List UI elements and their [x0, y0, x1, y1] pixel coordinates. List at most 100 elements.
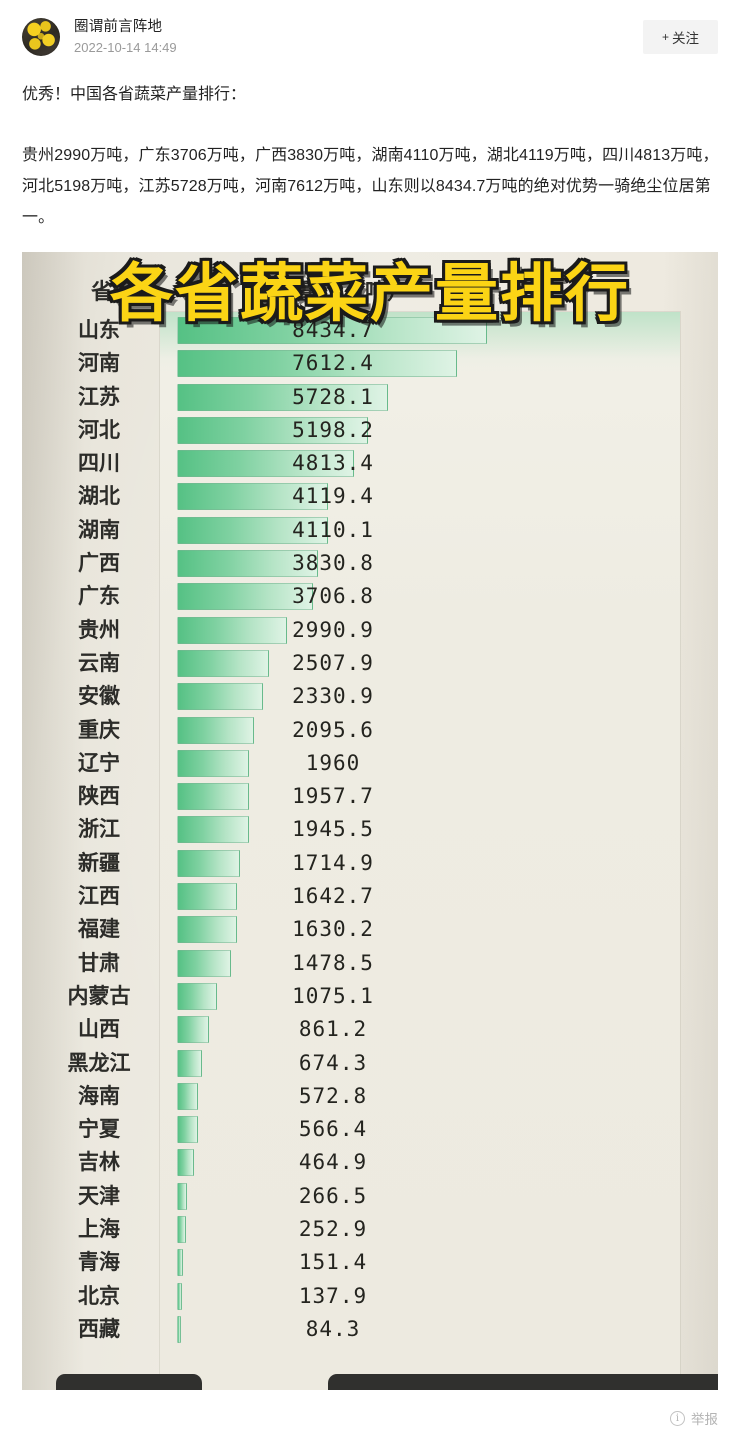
- row-province-label: 辽宁: [78, 750, 120, 775]
- row-province-label: 西藏: [78, 1316, 120, 1341]
- row-value-label: 3830.8: [292, 551, 374, 576]
- row-bar-track: [177, 350, 487, 378]
- row-province-label: 宁夏: [78, 1117, 120, 1142]
- row-bar-track: [177, 450, 487, 478]
- row-bar: [177, 350, 457, 378]
- row-value-label: 1960: [305, 750, 361, 775]
- follow-button-label: 关注: [672, 31, 699, 46]
- row-value-label: 2330.9: [292, 684, 374, 709]
- table-row: 河南 7612.4: [22, 347, 542, 380]
- row-bar-track: [177, 516, 487, 544]
- row-value-label: 5728.1: [292, 384, 374, 409]
- table-row: 甘肃 1478.5: [22, 947, 542, 980]
- table-row: 广西 3830.8: [22, 547, 542, 580]
- row-province-label: 福建: [78, 917, 120, 942]
- row-bar: [177, 916, 237, 944]
- table-row: 上海 252.9: [22, 1213, 542, 1246]
- row-province-label: 上海: [78, 1217, 120, 1242]
- row-province-label: 海南: [78, 1083, 120, 1108]
- row-province-label: 天津: [78, 1183, 120, 1208]
- row-value-label: 252.9: [298, 1217, 368, 1242]
- author-name[interactable]: 圈谓前言阵地: [74, 19, 163, 35]
- row-bar: [177, 317, 487, 344]
- table-row: 贵州 2990.9: [22, 614, 542, 647]
- row-value-label: 1075.1: [292, 983, 374, 1008]
- table-row: 江西 1642.7: [22, 880, 542, 913]
- row-bar-track: [177, 883, 487, 911]
- row-province-label: 湖南: [78, 517, 120, 542]
- row-bar: [177, 949, 232, 977]
- row-province-label: 新疆: [78, 850, 120, 875]
- row-value-label: 1957.7: [292, 784, 374, 809]
- plus-icon: +: [661, 30, 669, 44]
- follow-button[interactable]: + 关注: [643, 20, 718, 54]
- table-row: 福建 1630.2: [22, 913, 542, 946]
- row-province-label: 江苏: [78, 384, 120, 409]
- row-value-label: 8434.7: [292, 318, 374, 342]
- table-row: 西藏 84.3: [22, 1313, 542, 1346]
- row-bar-track: [177, 649, 487, 677]
- row-value-label: 4110.1: [292, 517, 374, 542]
- row-bar-track: [177, 1149, 487, 1177]
- row-value-label: 137.9: [298, 1283, 368, 1308]
- row-value-label: 2095.6: [292, 717, 374, 742]
- table-row: 山东 8434.7: [22, 314, 542, 347]
- row-value-label: 566.4: [298, 1117, 368, 1142]
- chart-table-header: 省份 产量（万吨）: [22, 276, 542, 312]
- row-value-label: 1945.5: [292, 817, 374, 842]
- row-province-label: 湖北: [78, 484, 120, 509]
- row-bar: [177, 749, 250, 777]
- row-bar-track: [177, 816, 487, 844]
- row-bar-track: [177, 949, 487, 977]
- row-value-label: 151.4: [298, 1250, 368, 1275]
- row-province-label: 青海: [78, 1250, 120, 1275]
- row-bar-track: [177, 550, 487, 578]
- row-bar: [177, 1182, 187, 1210]
- row-province-label: 吉林: [78, 1150, 120, 1175]
- row-province-label: 北京: [78, 1283, 120, 1308]
- table-row: 黑龙江 674.3: [22, 1047, 542, 1080]
- table-row: 内蒙古 1075.1: [22, 980, 542, 1013]
- row-province-label: 贵州: [78, 617, 120, 642]
- row-province-label: 甘肃: [78, 950, 120, 975]
- row-value-label: 674.3: [298, 1050, 368, 1075]
- chart-title: 各省蔬菜产量排行: [110, 257, 630, 330]
- column-header-province: 省份: [90, 280, 135, 305]
- row-bar: [177, 1216, 187, 1244]
- row-value-label: 84.3: [305, 1316, 361, 1341]
- table-row: 青海 151.4: [22, 1246, 542, 1279]
- row-province-label: 山东: [78, 318, 120, 342]
- row-bar: [177, 716, 255, 744]
- row-bar-track: [177, 383, 487, 411]
- row-province-label: 四川: [78, 451, 120, 476]
- row-bar: [177, 982, 217, 1010]
- row-bar-track: [177, 683, 487, 711]
- row-bar-track: [177, 317, 487, 344]
- report-link[interactable]: i 举报: [670, 1408, 718, 1428]
- row-bar: [177, 1315, 181, 1343]
- row-bar-track: [177, 1049, 487, 1077]
- row-bar: [177, 616, 287, 644]
- column-header-output: 产量（万吨）: [276, 280, 409, 305]
- row-bar: [177, 516, 329, 544]
- row-bar-track: [177, 1016, 487, 1044]
- row-bar-track: [177, 483, 487, 511]
- row-bar-track: [177, 749, 487, 777]
- row-bar: [177, 483, 329, 511]
- row-bar-track: [177, 616, 487, 644]
- row-province-label: 重庆: [78, 717, 120, 742]
- row-value-label: 2507.9: [292, 650, 374, 675]
- row-value-label: 7612.4: [292, 351, 374, 376]
- row-bar-track: [177, 1282, 487, 1310]
- info-icon: i: [670, 1410, 685, 1426]
- row-bar: [177, 1049, 202, 1077]
- post-body-text: 贵州2990万吨，广东3706万吨，广西3830万吨，湖南4110万吨，湖北41…: [22, 147, 719, 226]
- row-province-label: 广东: [78, 584, 120, 609]
- chart-image[interactable]: 各省蔬菜产量排行 省份 产量（万吨） 山东 8434.7 河南 7612.4 江苏 572…: [22, 252, 718, 1390]
- row-bar-track: [177, 1315, 487, 1343]
- row-value-label: 1714.9: [292, 850, 374, 875]
- row-province-label: 河北: [78, 417, 120, 442]
- table-row: 山西 861.2: [22, 1013, 542, 1046]
- avatar[interactable]: [22, 18, 60, 56]
